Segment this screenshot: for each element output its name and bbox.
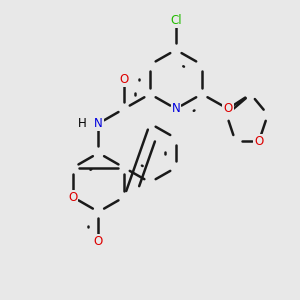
Text: N: N — [172, 102, 180, 115]
Text: O: O — [119, 73, 129, 86]
Text: O: O — [68, 190, 77, 204]
Text: O: O — [224, 102, 233, 115]
Text: Cl: Cl — [170, 14, 182, 27]
Text: O: O — [94, 235, 103, 248]
Text: O: O — [254, 135, 264, 148]
Text: N: N — [94, 117, 103, 130]
Text: H: H — [78, 117, 87, 130]
